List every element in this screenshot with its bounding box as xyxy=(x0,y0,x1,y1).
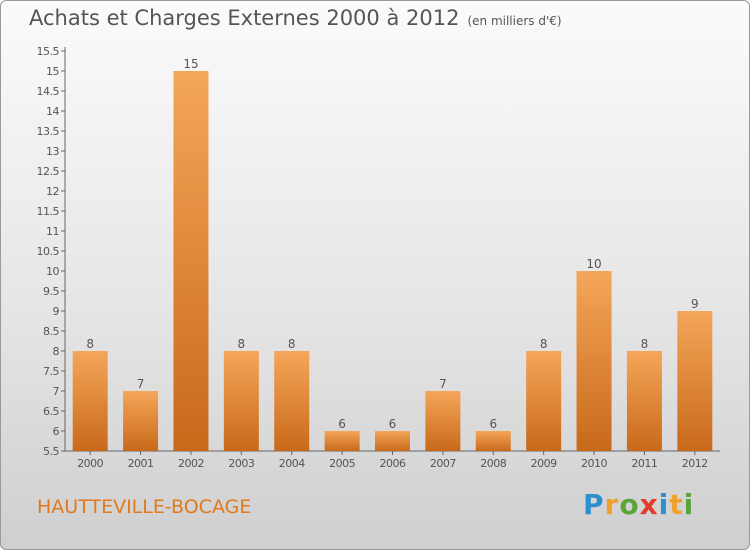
logo-letter: i xyxy=(683,488,695,521)
y-tick-label: 15 xyxy=(46,65,59,78)
bars-group: 8 7 15 8 8 6 6 7 6 8 10 8 9 xyxy=(72,57,713,451)
x-tick-label-2010: 2010 xyxy=(581,457,607,470)
y-tick-label: 10.5 xyxy=(37,245,60,258)
y-tick-label: 6 xyxy=(53,425,60,438)
y-tick-label: 5.5 xyxy=(43,445,59,458)
y-tick-label: 7.5 xyxy=(43,365,59,378)
y-tick-label: 9 xyxy=(53,305,60,318)
data-label-2002: 15 xyxy=(183,57,198,71)
x-tick-label-2005: 2005 xyxy=(329,457,355,470)
bar-2007 xyxy=(425,391,461,451)
bar-2009 xyxy=(526,351,562,451)
data-label-2011: 8 xyxy=(641,337,649,351)
logo-letter: r xyxy=(604,488,620,521)
proxiti-logo: Proxiti xyxy=(583,488,694,521)
x-tick-label-2011: 2011 xyxy=(631,457,657,470)
y-tick-label: 13.5 xyxy=(37,125,60,138)
data-label-2007: 7 xyxy=(439,377,447,391)
data-label-2003: 8 xyxy=(238,337,246,351)
data-label-2001: 7 xyxy=(137,377,145,391)
logo-letter: x xyxy=(639,488,659,521)
x-tick-label-2004: 2004 xyxy=(279,457,305,470)
chart-title: Achats et Charges Externes 2000 à 2012 (e… xyxy=(29,6,562,30)
y-axis-ticks: 5.5 6 6.5 7 7.5 8 8.5 9 9.5 10 10.5 11 11.5 12 12.5 13 1… xyxy=(37,45,65,458)
x-tick-label-2001: 2001 xyxy=(128,457,154,470)
y-tick-label: 15.5 xyxy=(37,45,60,58)
bar-2000 xyxy=(72,351,108,451)
bar-2006 xyxy=(375,431,410,451)
y-tick-label: 6.5 xyxy=(43,405,59,418)
y-tick-label: 7 xyxy=(53,385,60,398)
logo-letter: o xyxy=(619,488,640,521)
y-tick-label: 8 xyxy=(53,345,60,358)
x-tick-label-2008: 2008 xyxy=(480,457,506,470)
data-label-2006: 6 xyxy=(389,417,397,431)
logo-letter: i xyxy=(658,488,670,521)
data-label-2004: 8 xyxy=(288,337,296,351)
x-tick-label-2009: 2009 xyxy=(531,457,557,470)
chart-title-text: Achats et Charges Externes 2000 à 2012 xyxy=(29,6,460,30)
location-label: HAUTTEVILLE-BOCAGE xyxy=(37,496,252,518)
y-tick-label: 11.5 xyxy=(37,205,60,218)
y-tick-label: 13 xyxy=(46,145,59,158)
bar-2002 xyxy=(173,71,209,451)
x-axis-ticks: 2000 2001 2002 2003 2004 2005 2006 2007 2008 2009… xyxy=(77,451,708,470)
x-tick-label-2002: 2002 xyxy=(178,457,204,470)
y-tick-label: 8.5 xyxy=(43,325,59,338)
y-tick-label: 10 xyxy=(46,265,59,278)
data-label-2000: 8 xyxy=(86,337,94,351)
logo-letter: t xyxy=(669,488,684,521)
logo-letter: P xyxy=(583,488,605,521)
y-tick-label: 9.5 xyxy=(43,285,59,298)
y-tick-label: 12 xyxy=(46,185,59,198)
data-label-2012: 9 xyxy=(691,297,699,311)
x-tick-label-2012: 2012 xyxy=(682,457,708,470)
bar-2011 xyxy=(626,351,662,451)
y-tick-label: 14.5 xyxy=(37,85,60,98)
y-tick-label: 12.5 xyxy=(37,165,60,178)
bar-2008 xyxy=(475,431,511,451)
data-label-2008: 6 xyxy=(489,417,497,431)
y-tick-label: 14 xyxy=(46,105,59,118)
data-label-2010: 10 xyxy=(586,257,601,271)
bar-2003 xyxy=(223,351,259,451)
bar-2004 xyxy=(274,351,310,451)
x-tick-label-2003: 2003 xyxy=(228,457,254,470)
bar-2010 xyxy=(576,271,612,451)
x-tick-label-2006: 2006 xyxy=(380,457,406,470)
x-tick-label-2000: 2000 xyxy=(77,457,103,470)
bar-2012 xyxy=(677,311,713,451)
x-tick-label-2007: 2007 xyxy=(430,457,456,470)
y-tick-label: 11 xyxy=(46,225,59,238)
bar-2005 xyxy=(324,431,360,451)
bar-2001 xyxy=(123,391,159,451)
data-label-2009: 8 xyxy=(540,337,548,351)
chart-subtitle: (en milliers d'€) xyxy=(467,14,562,28)
data-label-2005: 6 xyxy=(338,417,346,431)
